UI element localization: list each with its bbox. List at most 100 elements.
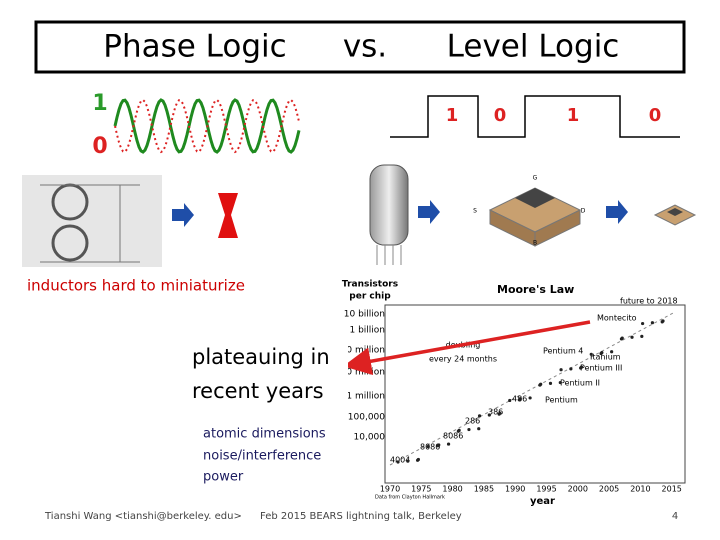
- moore-dot: [437, 443, 441, 447]
- moore-dot: [600, 351, 604, 355]
- moore-chip: 386: [488, 408, 503, 417]
- moore-y-label: 10,000: [354, 433, 386, 443]
- level-bit: 0: [649, 105, 662, 126]
- moore-dot: [641, 321, 645, 326]
- moore-dot: [416, 457, 420, 462]
- terminal-label: G: [533, 175, 538, 182]
- moore-y-label: 1 million: [346, 392, 385, 402]
- moore-trend: every 24 months: [429, 355, 497, 364]
- callout-reason: atomic dimensions: [203, 427, 326, 442]
- core-memory-figure: [22, 175, 162, 267]
- moore-x-label: 1970: [380, 485, 400, 494]
- moore-y-label: 1 billion: [349, 326, 385, 336]
- moore-title: Moore's Law: [497, 283, 574, 296]
- phase-zero: 0: [92, 134, 107, 159]
- title-box: [34, 20, 686, 74]
- moore-dot: [528, 396, 532, 400]
- callout-reason: noise/interference: [203, 449, 321, 464]
- transistor-side: [489, 209, 581, 247]
- tube-pins: [376, 245, 402, 265]
- moore-x-label: 1990: [505, 485, 525, 494]
- moore-x-label: 1975: [411, 485, 431, 494]
- phase-wave: [113, 98, 301, 154]
- moore-x-label: 2015: [662, 485, 682, 494]
- transistor-small-gate: [667, 208, 683, 216]
- arrow: [606, 200, 628, 224]
- moore-dot: [498, 411, 502, 415]
- title-right: Level Logic: [447, 29, 620, 65]
- arrow: [418, 200, 440, 224]
- terminal-label: B: [533, 240, 537, 247]
- phase-caption: inductors hard to miniaturize: [27, 277, 245, 295]
- moore-chart: Moore's Law year Data from Clayton Hallm…: [335, 280, 686, 507]
- square-wave: [390, 95, 680, 138]
- moore-x-label: 2000: [568, 485, 588, 494]
- vacuum-tube: [369, 164, 409, 246]
- moore-x-label: 1980: [442, 485, 462, 494]
- moore-x-label: 1985: [474, 485, 494, 494]
- moore-dot: [589, 352, 593, 356]
- terminal-label: D: [581, 208, 586, 215]
- footer-page: 4: [672, 511, 678, 522]
- moore-chip: 8080: [420, 443, 440, 452]
- moore-x-title: year: [530, 496, 555, 507]
- moore-dot: [396, 460, 400, 464]
- moore-chip: Pentium II: [560, 379, 600, 388]
- moore-chip: Itanium: [590, 353, 621, 362]
- moore-dot: [426, 445, 430, 449]
- moore-dot: [548, 381, 553, 385]
- callout-bg: [188, 340, 348, 408]
- moore-chip: 8086: [443, 432, 463, 441]
- callout-arrow: [343, 320, 591, 376]
- arrow: [172, 203, 194, 227]
- moore-dot: [569, 367, 573, 371]
- title-middle: vs.: [343, 29, 387, 65]
- transistor-gate: [515, 188, 555, 208]
- phase-one: 1: [92, 91, 107, 116]
- cross-mark: [218, 193, 238, 238]
- moore-dot: [467, 427, 471, 432]
- moore-x-label: 2010: [630, 485, 650, 494]
- moore-y-title: Transistors: [342, 280, 398, 290]
- moore-y-title: per chip: [349, 292, 391, 302]
- callout-line: plateauing in: [192, 345, 330, 369]
- terminal-label: S: [473, 208, 477, 215]
- core-wires: [40, 184, 140, 263]
- level-bit: 0: [494, 105, 507, 126]
- moore-chip: Pentium III: [580, 364, 622, 373]
- terminal-labels: G S D B: [473, 175, 586, 247]
- moore-dot: [477, 414, 482, 418]
- moore-dot: [518, 397, 522, 401]
- moore-x-label: 1995: [536, 485, 556, 494]
- moore-dot: [630, 335, 634, 339]
- moore-future: future to 2018: [620, 297, 678, 306]
- level-bit: 1: [446, 105, 459, 126]
- moore-dot: [487, 413, 491, 417]
- moore-y-label: 100,000: [348, 413, 385, 423]
- core-ring: [51, 224, 89, 262]
- moore-chip: 4004: [390, 456, 410, 465]
- moore-y-label: 10 billion: [344, 310, 385, 320]
- moore-source: Data from Clayton Hallmark: [375, 495, 445, 501]
- footer: Tianshi Wang <tianshi@berkeley. edu> Feb …: [44, 511, 678, 522]
- reasons-bg: [200, 423, 345, 489]
- moore-dot: [661, 319, 665, 323]
- callout: plateauing in recent years atomic dimensio…: [188, 340, 348, 489]
- level-bits: 1 0 1 0: [446, 105, 662, 126]
- phase-wave-shifted: [114, 98, 300, 154]
- moore-dot: [610, 350, 614, 354]
- footer-event: Feb 2015 BEARS lightning talk, Berkeley: [260, 511, 462, 522]
- level-bit: 1: [567, 105, 580, 126]
- moore-dot: [406, 459, 410, 463]
- moore-chip: Pentium 4: [543, 347, 583, 356]
- moore-dot: [640, 334, 644, 338]
- moore-dot: [477, 427, 481, 431]
- moore-chip: Montecito: [597, 314, 637, 323]
- moore-dot: [650, 321, 655, 325]
- moore-dot: [446, 442, 451, 446]
- moore-plot-area: [384, 304, 686, 484]
- moore-x-label: 2005: [599, 485, 619, 494]
- moore-dot: [559, 368, 563, 372]
